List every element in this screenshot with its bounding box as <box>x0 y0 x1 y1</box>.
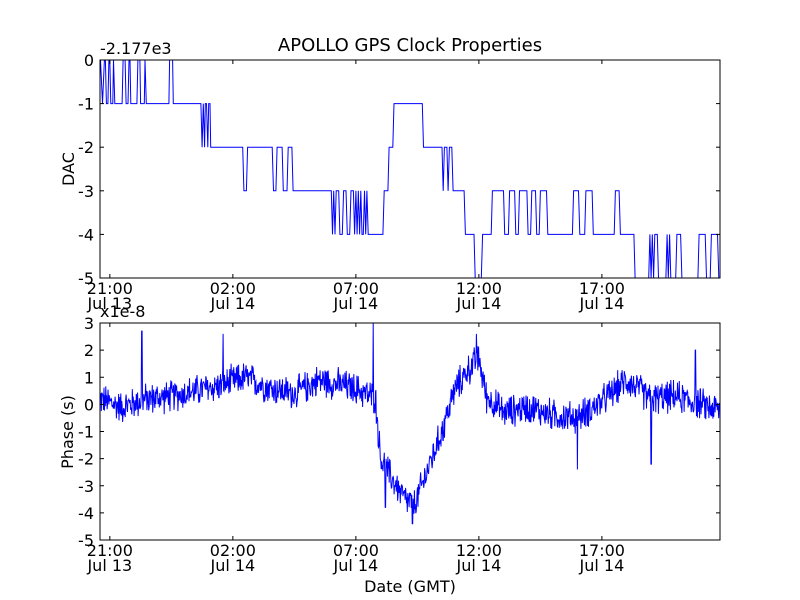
dac-plot-frame <box>99 59 721 279</box>
dac-xtick-date-label: Jul 14 <box>209 294 255 313</box>
phase-ytick-label: 0 <box>84 395 94 414</box>
dac-ytick-label: -4 <box>78 225 94 244</box>
dac-xtick-time-label: 21:00 <box>87 279 133 298</box>
dac-xtick-date-label: Jul 14 <box>579 294 625 313</box>
phase-ytick-label: 1 <box>84 368 94 387</box>
dac-ytick-label: -1 <box>78 95 94 114</box>
x-axis-label: Date (GMT) <box>364 577 456 596</box>
dac-y-axis-label: DAC <box>59 152 78 186</box>
phase-series-line <box>99 322 721 525</box>
phase-offset-label: x1e-8 <box>100 302 145 321</box>
dac-xtick-date-label: Jul 14 <box>332 294 378 313</box>
phase-ytick-label: 2 <box>84 341 94 360</box>
dac-series-line <box>100 59 720 279</box>
phase-ytick-label: 3 <box>84 314 94 333</box>
phase-ytick-label: -1 <box>78 423 94 442</box>
phase-xtick-time-label: 07:00 <box>333 541 379 560</box>
phase-xtick-date-label: Jul 14 <box>209 556 255 575</box>
dac-xtick-time-label: 17:00 <box>579 279 625 298</box>
phase-y-axis-label: Phase (s) <box>58 395 77 469</box>
dac-xtick-date-label: Jul 13 <box>86 294 132 313</box>
phase-xtick-date-label: Jul 13 <box>86 556 132 575</box>
phase-xtick-time-label: 17:00 <box>579 541 625 560</box>
dac-ytick-label: -3 <box>78 182 94 201</box>
phase-xtick-date-label: Jul 14 <box>456 556 502 575</box>
phase-xtick-date-label: Jul 14 <box>332 556 378 575</box>
dac-offset-label: -2.177e3 <box>100 39 172 58</box>
dac-xtick-date-label: Jul 14 <box>456 294 502 313</box>
phase-xtick-time-label: 02:00 <box>210 541 256 560</box>
dac-y-ticks: 0 -1 -2 -3 -4 -5 <box>78 51 720 288</box>
phase-xtick-date-label: Jul 14 <box>579 556 625 575</box>
dac-xtick-time-label: 02:00 <box>210 279 256 298</box>
phase-xtick-time-label: 21:00 <box>87 541 133 560</box>
dac-xtick-time-label: 07:00 <box>333 279 379 298</box>
phase-y-ticks: 3 2 1 0 -1 -2 -3 -4 -5 <box>78 314 720 550</box>
phase-ytick-label: -3 <box>78 477 94 496</box>
dac-xtick-time-label: 12:00 <box>456 279 502 298</box>
dac-ytick-label: -2 <box>78 138 94 157</box>
dac-ytick-label: 0 <box>84 51 94 70</box>
chart-title: APOLLO GPS Clock Properties <box>278 35 542 56</box>
phase-xtick-time-label: 12:00 <box>456 541 502 560</box>
phase-ytick-label: -2 <box>78 450 94 469</box>
phase-ytick-label: -5 <box>78 531 94 550</box>
dac-ytick-label: -5 <box>78 269 94 288</box>
phase-ytick-label: -4 <box>78 504 94 523</box>
